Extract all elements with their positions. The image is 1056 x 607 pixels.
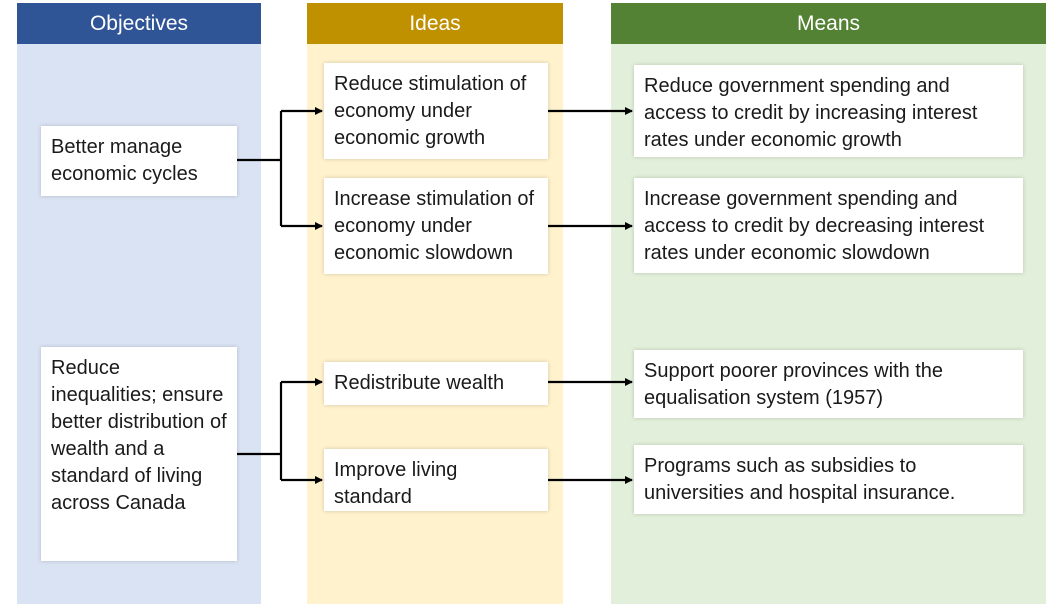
mean-box: Increase government spending and access … xyxy=(634,178,1023,273)
idea-box: Improve living standard xyxy=(324,449,548,511)
mean-box: Support poorer provinces with the equali… xyxy=(634,350,1023,418)
idea-text: Increase stimulation of economy under ec… xyxy=(334,188,535,264)
ideas-header: Ideas xyxy=(307,3,563,44)
mean-text: Support poorer provinces with the equali… xyxy=(644,360,944,409)
idea-box: Increase stimulation of economy under ec… xyxy=(324,178,548,274)
idea-box: Reduce stimulation of economy under econ… xyxy=(324,63,548,159)
objective-text: Reduce inequalities; ensure better distr… xyxy=(51,357,227,514)
idea-text: Redistribute wealth xyxy=(334,372,505,394)
mean-text: Reduce government spending and access to… xyxy=(644,75,978,151)
mean-text: Programs such as subsidies to universiti… xyxy=(644,455,956,504)
mean-text: Increase government spending and access … xyxy=(644,188,985,264)
idea-text: Reduce stimulation of economy under econ… xyxy=(334,73,527,149)
mean-box: Programs such as subsidies to universiti… xyxy=(634,445,1023,514)
objective-text: Better manage economic cycles xyxy=(51,136,198,185)
mean-box: Reduce government spending and access to… xyxy=(634,65,1023,157)
idea-text: Improve living standard xyxy=(334,459,458,508)
objective-box: Reduce inequalities; ensure better distr… xyxy=(41,347,237,561)
objectives-header: Objectives xyxy=(17,3,261,44)
objective-box: Better manage economic cycles xyxy=(41,126,237,196)
means-header: Means xyxy=(611,3,1046,44)
idea-box: Redistribute wealth xyxy=(324,362,548,405)
